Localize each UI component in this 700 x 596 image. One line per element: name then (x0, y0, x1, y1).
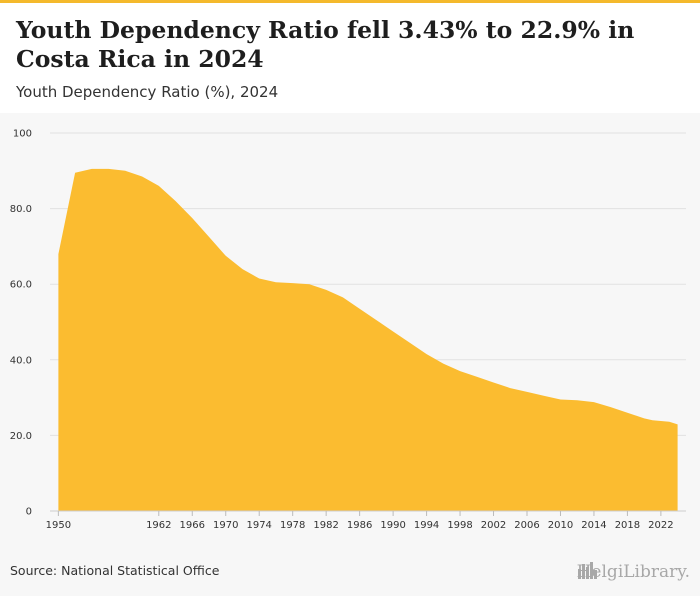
x-tick-label: 2018 (615, 520, 640, 531)
x-tick-label: 2010 (548, 520, 573, 531)
x-tick-label: 2014 (581, 520, 606, 531)
y-tick-label: 60.0 (10, 280, 32, 291)
accent-bar (0, 0, 700, 3)
area-series[interactable] (58, 168, 678, 511)
y-tick-label: 40.0 (10, 355, 32, 366)
x-tick-label: 1998 (447, 520, 472, 531)
axis-layer: 0 20.0 40.0 60.0 80.0 100 1950 1962 1966 1970 1974… (10, 129, 686, 531)
x-tick-label: 1966 (180, 520, 205, 531)
x-tick-label: 1950 (46, 520, 71, 531)
y-tick-label: 100 (13, 129, 32, 140)
y-tick-label: 80.0 (10, 204, 32, 215)
x-tick-label: 1970 (213, 520, 238, 531)
area-layer (58, 168, 678, 511)
x-tick-label: 1978 (280, 520, 305, 531)
y-tick-label: 20.0 (10, 431, 32, 442)
y-tick-label: 0 (26, 507, 32, 518)
x-tick-label: 1974 (246, 520, 271, 531)
x-tick-label: 1990 (380, 520, 405, 531)
x-tick-label: 1962 (146, 520, 171, 531)
x-tick-label: 1986 (347, 520, 372, 531)
chart-header: Youth Dependency Ratio fell 3.43% to 22.… (0, 3, 700, 113)
x-tick-label: 2002 (481, 520, 506, 531)
city-skyline-icon (577, 562, 597, 579)
x-tick-label: 1994 (414, 520, 439, 531)
x-tick-label: 2022 (648, 520, 673, 531)
x-tick-label: 1982 (313, 520, 338, 531)
chart-subtitle: Youth Dependency Ratio (%), 2024 (16, 83, 279, 101)
x-tick-label: 2006 (514, 520, 539, 531)
source-note: Source: National Statistical Office (10, 563, 220, 578)
chart-title: Youth Dependency Ratio fell 3.43% to 22.… (16, 16, 635, 73)
helgi-library-logo[interactable]: HelgiLibrary. (577, 561, 690, 583)
logo-text: HelgiLibrary. (576, 562, 690, 582)
